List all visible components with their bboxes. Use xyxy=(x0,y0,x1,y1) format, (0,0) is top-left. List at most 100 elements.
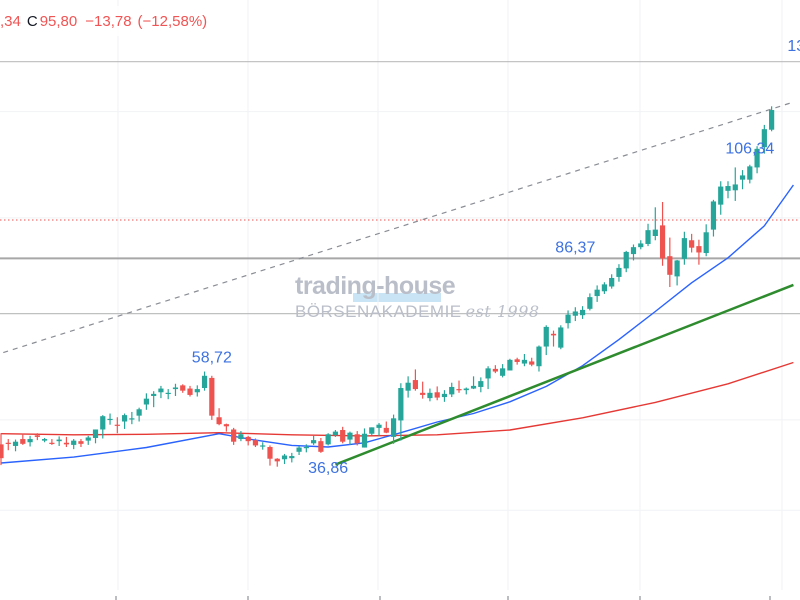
candle-74 xyxy=(536,345,542,372)
candle-61 xyxy=(441,390,448,402)
candle-97 xyxy=(703,224,709,257)
candle-body-67 xyxy=(485,368,491,379)
candle-body-98 xyxy=(710,201,717,230)
candle-42 xyxy=(303,444,309,453)
candle-body-10 xyxy=(71,440,77,445)
candle-body-95 xyxy=(689,240,695,248)
candle-body-5 xyxy=(34,435,40,437)
candle-26 xyxy=(187,385,193,397)
dashed-diagonal xyxy=(0,101,794,355)
candle-82 xyxy=(594,285,600,302)
candlesticks xyxy=(0,106,775,467)
candle-103 xyxy=(747,164,753,184)
candle-body-47 xyxy=(340,430,346,442)
candle-body-90 xyxy=(652,229,658,236)
candle-body-23 xyxy=(165,392,171,395)
candle-95 xyxy=(689,233,695,253)
candle-body-99 xyxy=(718,186,724,205)
candle-body-8 xyxy=(56,439,62,442)
candle-body-94 xyxy=(681,238,687,259)
candle-body-74 xyxy=(536,346,542,367)
candle-62 xyxy=(449,382,455,398)
moving-averages xyxy=(0,184,794,464)
candle-54 xyxy=(390,414,397,444)
close-value: 95,80 xyxy=(39,12,78,30)
horizontal-levels xyxy=(0,61,800,315)
candle-106 xyxy=(769,106,775,132)
price-label-3: 106,34 xyxy=(725,141,774,158)
candle-body-21 xyxy=(151,393,157,396)
candle-body-89 xyxy=(645,230,651,244)
candle-body-35 xyxy=(252,440,259,446)
ohlc-legend: ,34 C 95,80 −13,78 (−12,58%) xyxy=(0,6,220,36)
candle-13 xyxy=(92,429,99,444)
candle-59 xyxy=(427,388,433,402)
change-percent: (−12,58%) xyxy=(137,12,208,30)
candle-87 xyxy=(630,244,637,261)
candle-body-43 xyxy=(311,440,317,444)
candle-body-79 xyxy=(572,311,578,316)
candle-80 xyxy=(580,306,586,319)
candle-body-76 xyxy=(550,333,557,336)
candle-body-20 xyxy=(143,398,149,405)
candle-body-96 xyxy=(696,246,702,253)
candle-85 xyxy=(616,264,622,282)
candle-body-37 xyxy=(267,447,273,459)
candle-body-33 xyxy=(238,434,244,440)
candle-55 xyxy=(398,383,404,441)
candle-body-58 xyxy=(420,392,426,395)
candle-body-16 xyxy=(114,424,120,426)
candle-0 xyxy=(0,433,4,466)
candle-body-86 xyxy=(623,251,629,269)
candle-71 xyxy=(514,357,520,365)
candle-body-66 xyxy=(478,381,484,387)
candle-body-4 xyxy=(27,439,33,443)
candle-86 xyxy=(623,250,629,273)
candle-38 xyxy=(274,458,280,467)
close-label: C xyxy=(26,12,38,30)
candle-body-42 xyxy=(303,447,309,449)
candle-body-11 xyxy=(78,441,84,444)
candle-6 xyxy=(42,437,48,443)
candle-body-87 xyxy=(630,247,637,255)
candle-body-81 xyxy=(587,297,593,309)
candle-28 xyxy=(201,371,208,391)
candle-body-29 xyxy=(209,377,215,416)
candle-body-3 xyxy=(20,439,26,444)
candle-96 xyxy=(696,239,702,265)
candle-body-50 xyxy=(361,433,368,448)
candle-35 xyxy=(252,438,259,448)
candle-58 xyxy=(420,381,426,399)
candle-34 xyxy=(245,435,251,446)
candle-body-14 xyxy=(100,416,106,430)
candle-9 xyxy=(63,436,70,448)
candle-body-44 xyxy=(318,441,324,452)
candle-11 xyxy=(78,439,84,448)
candle-90 xyxy=(652,207,658,241)
candle-body-84 xyxy=(609,277,615,287)
x-axis-ticks xyxy=(115,596,771,600)
candle-40 xyxy=(289,452,295,463)
candle-46 xyxy=(332,430,339,437)
candle-body-104 xyxy=(754,148,760,168)
candle-body-61 xyxy=(441,393,448,398)
candle-45 xyxy=(325,433,331,446)
dashed-trendline xyxy=(0,101,794,355)
candle-body-59 xyxy=(427,392,433,399)
candle-15 xyxy=(107,413,113,425)
candle-body-71 xyxy=(514,359,520,362)
candle-5 xyxy=(34,433,40,441)
candle-52 xyxy=(376,423,382,436)
candle-67 xyxy=(485,366,491,390)
candle-66 xyxy=(478,377,484,393)
candle-73 xyxy=(529,357,535,367)
support-trendline xyxy=(334,283,794,466)
candle-body-56 xyxy=(405,382,411,391)
candle-body-75 xyxy=(543,326,549,347)
candle-102 xyxy=(739,170,746,190)
candle-body-103 xyxy=(747,166,753,180)
candle-75 xyxy=(543,325,549,356)
candle-body-48 xyxy=(347,432,353,440)
price-label-1: 36,86 xyxy=(308,460,348,477)
